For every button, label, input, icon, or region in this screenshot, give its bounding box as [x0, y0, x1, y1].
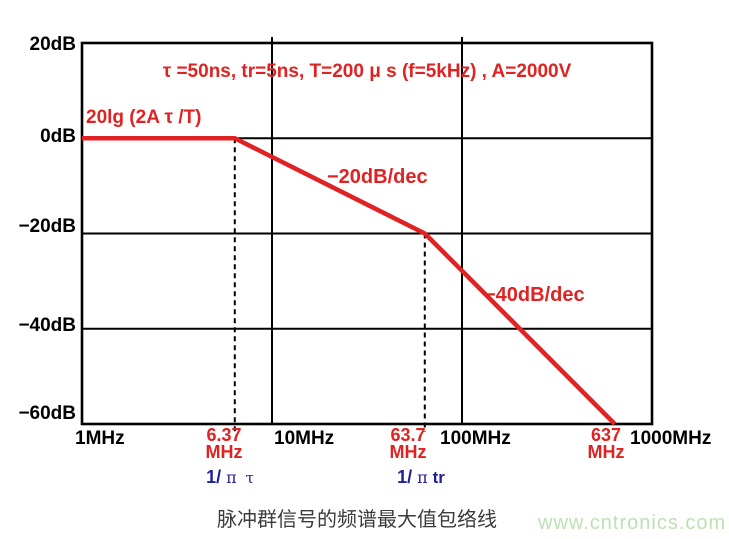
x-tick-1mhz: 1MHz: [75, 428, 125, 449]
formula-prefix: 1/: [397, 467, 413, 487]
x-tick-1000mhz: 1000MHz: [630, 428, 712, 449]
flat-level-formula-label: 20lg (2A τ /T): [86, 107, 202, 128]
breakpoint-freq-unit: MHz: [205, 442, 243, 462]
breakpoint-label-63p7mhz: 63.7 MHz: [368, 425, 448, 462]
signal-conditions-annotation: τ =50ns, tr=5ns, T=200 μ s (f=5kHz) , A=…: [162, 61, 572, 82]
breakpoint-label-637mhz: 637 MHz: [566, 425, 646, 462]
formula-1-over-pi-tr: 1/π tr: [376, 466, 466, 489]
breakpoint-freq-unit: MHz: [389, 442, 427, 462]
y-tick-minus60db: −60dB: [18, 403, 76, 424]
y-tick-0db: 0dB: [40, 126, 76, 147]
breakpoint-freq-value: 63.7: [390, 425, 426, 445]
plot-frame: [80, 41, 654, 426]
y-tick-minus40db: −40dB: [18, 315, 76, 336]
x-tick-100mhz: 100MHz: [440, 428, 511, 449]
slope-label-20db-per-dec: −20dB/dec: [327, 166, 428, 188]
watermark-url-text: www.cntronics.com: [538, 512, 727, 534]
formula-1-over-pi-tau: 1/π τ: [185, 466, 275, 489]
breakpoint-freq-value: 637: [590, 425, 622, 445]
envelope-curve: [82, 136, 617, 426]
pi-symbol: π: [417, 468, 428, 487]
breakpoint-freq-unit: MHz: [587, 442, 625, 462]
tr-symbol: tr: [432, 468, 445, 487]
breakpoint-label-6p37mhz: 6.37 MHz: [184, 425, 264, 462]
y-tick-minus20db: −20dB: [18, 216, 76, 237]
tau-symbol: τ: [245, 469, 254, 487]
x-tick-10mhz: 10MHz: [274, 428, 335, 449]
pi-symbol: π: [226, 468, 237, 487]
figure-caption: 脉冲群信号的频谱最大值包络线: [217, 509, 497, 531]
formula-prefix: 1/: [206, 467, 222, 487]
y-tick-20db: 20dB: [29, 34, 76, 55]
breakpoint-freq-value: 6.37: [206, 425, 242, 445]
slope-label-40db-per-dec: −40dB/dec: [484, 284, 585, 306]
